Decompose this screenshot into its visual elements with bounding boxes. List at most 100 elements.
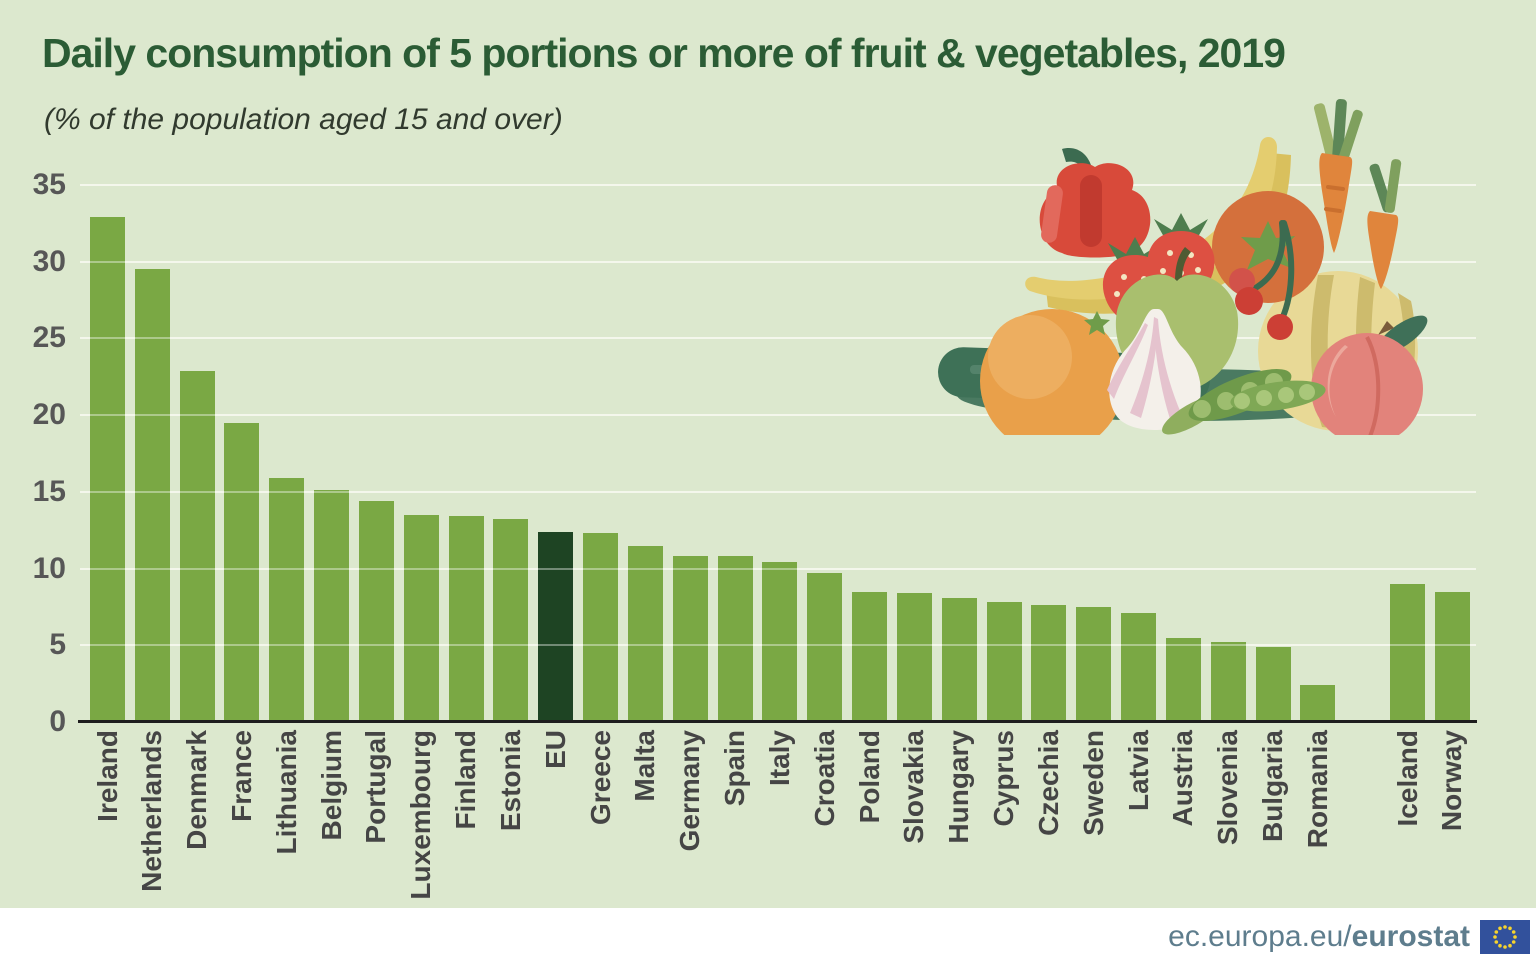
y-tick-20: 20	[32, 398, 66, 432]
bar-ireland	[90, 217, 125, 722]
bar-latvia	[1121, 613, 1157, 722]
pea-pods-icon	[1162, 369, 1326, 435]
x-axis-line	[78, 720, 1477, 723]
x-label-czechia: Czechia	[1032, 730, 1064, 836]
y-tick-15: 15	[32, 474, 66, 508]
bar-denmark	[179, 370, 215, 722]
gridline-15	[80, 490, 1476, 493]
cherries-icon	[1229, 220, 1295, 340]
gridline-25	[80, 337, 1476, 340]
y-tick-10: 10	[32, 551, 66, 585]
x-label-slovakia: Slovakia	[898, 730, 930, 844]
x-label-slovenia: Slovenia	[1212, 730, 1244, 846]
x-label-cyprus: Cyprus	[988, 730, 1020, 827]
x-label-bulgaria: Bulgaria	[1257, 730, 1289, 843]
footer-url: ec.europa.eu/eurostat	[1168, 920, 1470, 954]
bar-slovenia	[1210, 642, 1246, 722]
garlic-icon	[1084, 309, 1201, 430]
plot-area: Ireland Netherlands Denmark France Lithuania…	[80, 184, 1476, 900]
gridline-35	[80, 184, 1476, 186]
x-label-belgium: Belgium	[315, 730, 347, 841]
x-label-netherlands: Netherlands	[136, 730, 168, 892]
orange-icon	[980, 309, 1124, 435]
gridline-overlay-5	[80, 644, 1476, 647]
bar-romania	[1300, 685, 1336, 722]
peach-icon	[1311, 315, 1428, 435]
gridline-overlay-10	[80, 567, 1476, 570]
bar-portugal	[358, 501, 394, 722]
gridline-overlay-25	[80, 337, 1476, 340]
x-label-portugal: Portugal	[360, 730, 392, 844]
x-label-romania: Romania	[1301, 730, 1333, 849]
bar-malta	[627, 545, 663, 722]
bar-netherlands	[134, 269, 170, 722]
y-tick-0: 0	[49, 705, 66, 738]
x-label-malta: Malta	[629, 730, 661, 802]
bar-luxembourg	[403, 514, 439, 722]
x-label-iceland: Iceland	[1391, 730, 1423, 827]
bar-italy	[762, 562, 798, 722]
x-label-germany: Germany	[674, 730, 706, 852]
bar-norway	[1434, 591, 1470, 722]
bar-hungary	[941, 597, 977, 722]
x-label-italy: Italy	[763, 730, 795, 787]
x-label-sweden: Sweden	[1077, 730, 1109, 836]
tomato-icon	[1212, 191, 1324, 303]
y-tick-5: 5	[49, 628, 66, 662]
bar-bulgaria	[1255, 646, 1291, 722]
footer-bar: ec.europa.eu/eurostat	[0, 908, 1536, 966]
y-axis-labels: 0 5 10 15 20 25 30 35	[0, 168, 66, 738]
bar-poland	[852, 591, 888, 722]
x-label-greece: Greece	[584, 730, 616, 825]
gridline-overlay-15	[80, 490, 1476, 493]
bar-sweden	[1076, 606, 1112, 722]
gridline-overlay-20	[80, 414, 1476, 417]
footer-url-eurostat: eurostat	[1351, 920, 1470, 953]
bar-slovakia	[896, 593, 932, 722]
gridline-overlay-30	[80, 260, 1476, 263]
gridline-20	[80, 414, 1476, 417]
x-label-ireland: Ireland	[91, 730, 123, 822]
bar-lithuania	[269, 478, 305, 722]
fruit-vegetables-illustration	[938, 98, 1428, 435]
x-label-norway: Norway	[1436, 730, 1468, 832]
bar-france	[224, 422, 260, 722]
bar-cyprus	[986, 602, 1022, 722]
x-label-luxembourg: Luxembourg	[405, 730, 437, 900]
bar-belgium	[314, 490, 350, 722]
gridline-30	[80, 260, 1476, 263]
y-tick-30: 30	[32, 244, 66, 278]
bar-czechia	[1031, 605, 1067, 722]
x-label-croatia: Croatia	[808, 730, 840, 827]
footer-url-prefix: ec.europa.eu/	[1168, 920, 1352, 953]
bar-germany	[672, 556, 708, 722]
x-label-spain: Spain	[719, 730, 751, 807]
bar-finland	[448, 516, 484, 722]
bar-greece	[583, 533, 619, 722]
x-label-estonia: Estonia	[494, 730, 526, 832]
bar-iceland	[1390, 583, 1426, 722]
eu-flag-icon	[1480, 920, 1530, 954]
x-label-finland: Finland	[450, 730, 482, 830]
bar-croatia	[807, 573, 843, 722]
y-tick-35: 35	[32, 168, 66, 201]
x-label-lithuania: Lithuania	[270, 730, 302, 855]
bar-eu	[538, 531, 574, 722]
gridline-overlay-35	[80, 184, 1476, 186]
x-label-latvia: Latvia	[1122, 730, 1154, 811]
bar-austria	[1165, 637, 1201, 722]
red-pepper-icon	[1039, 148, 1151, 258]
y-tick-25: 25	[32, 321, 66, 355]
x-label-austria: Austria	[1167, 730, 1199, 827]
x-label-france: France	[225, 730, 257, 822]
bar-spain	[717, 556, 753, 722]
carrots-icon	[1313, 98, 1402, 289]
page-subtitle: (% of the population aged 15 and over)	[44, 103, 563, 136]
page-title: Daily consumption of 5 portions or more …	[42, 30, 1286, 76]
x-label-hungary: Hungary	[943, 730, 975, 844]
bar-estonia	[493, 519, 529, 722]
x-label-denmark: Denmark	[181, 730, 213, 850]
x-label-eu: EU	[539, 730, 571, 769]
x-label-poland: Poland	[853, 730, 885, 824]
